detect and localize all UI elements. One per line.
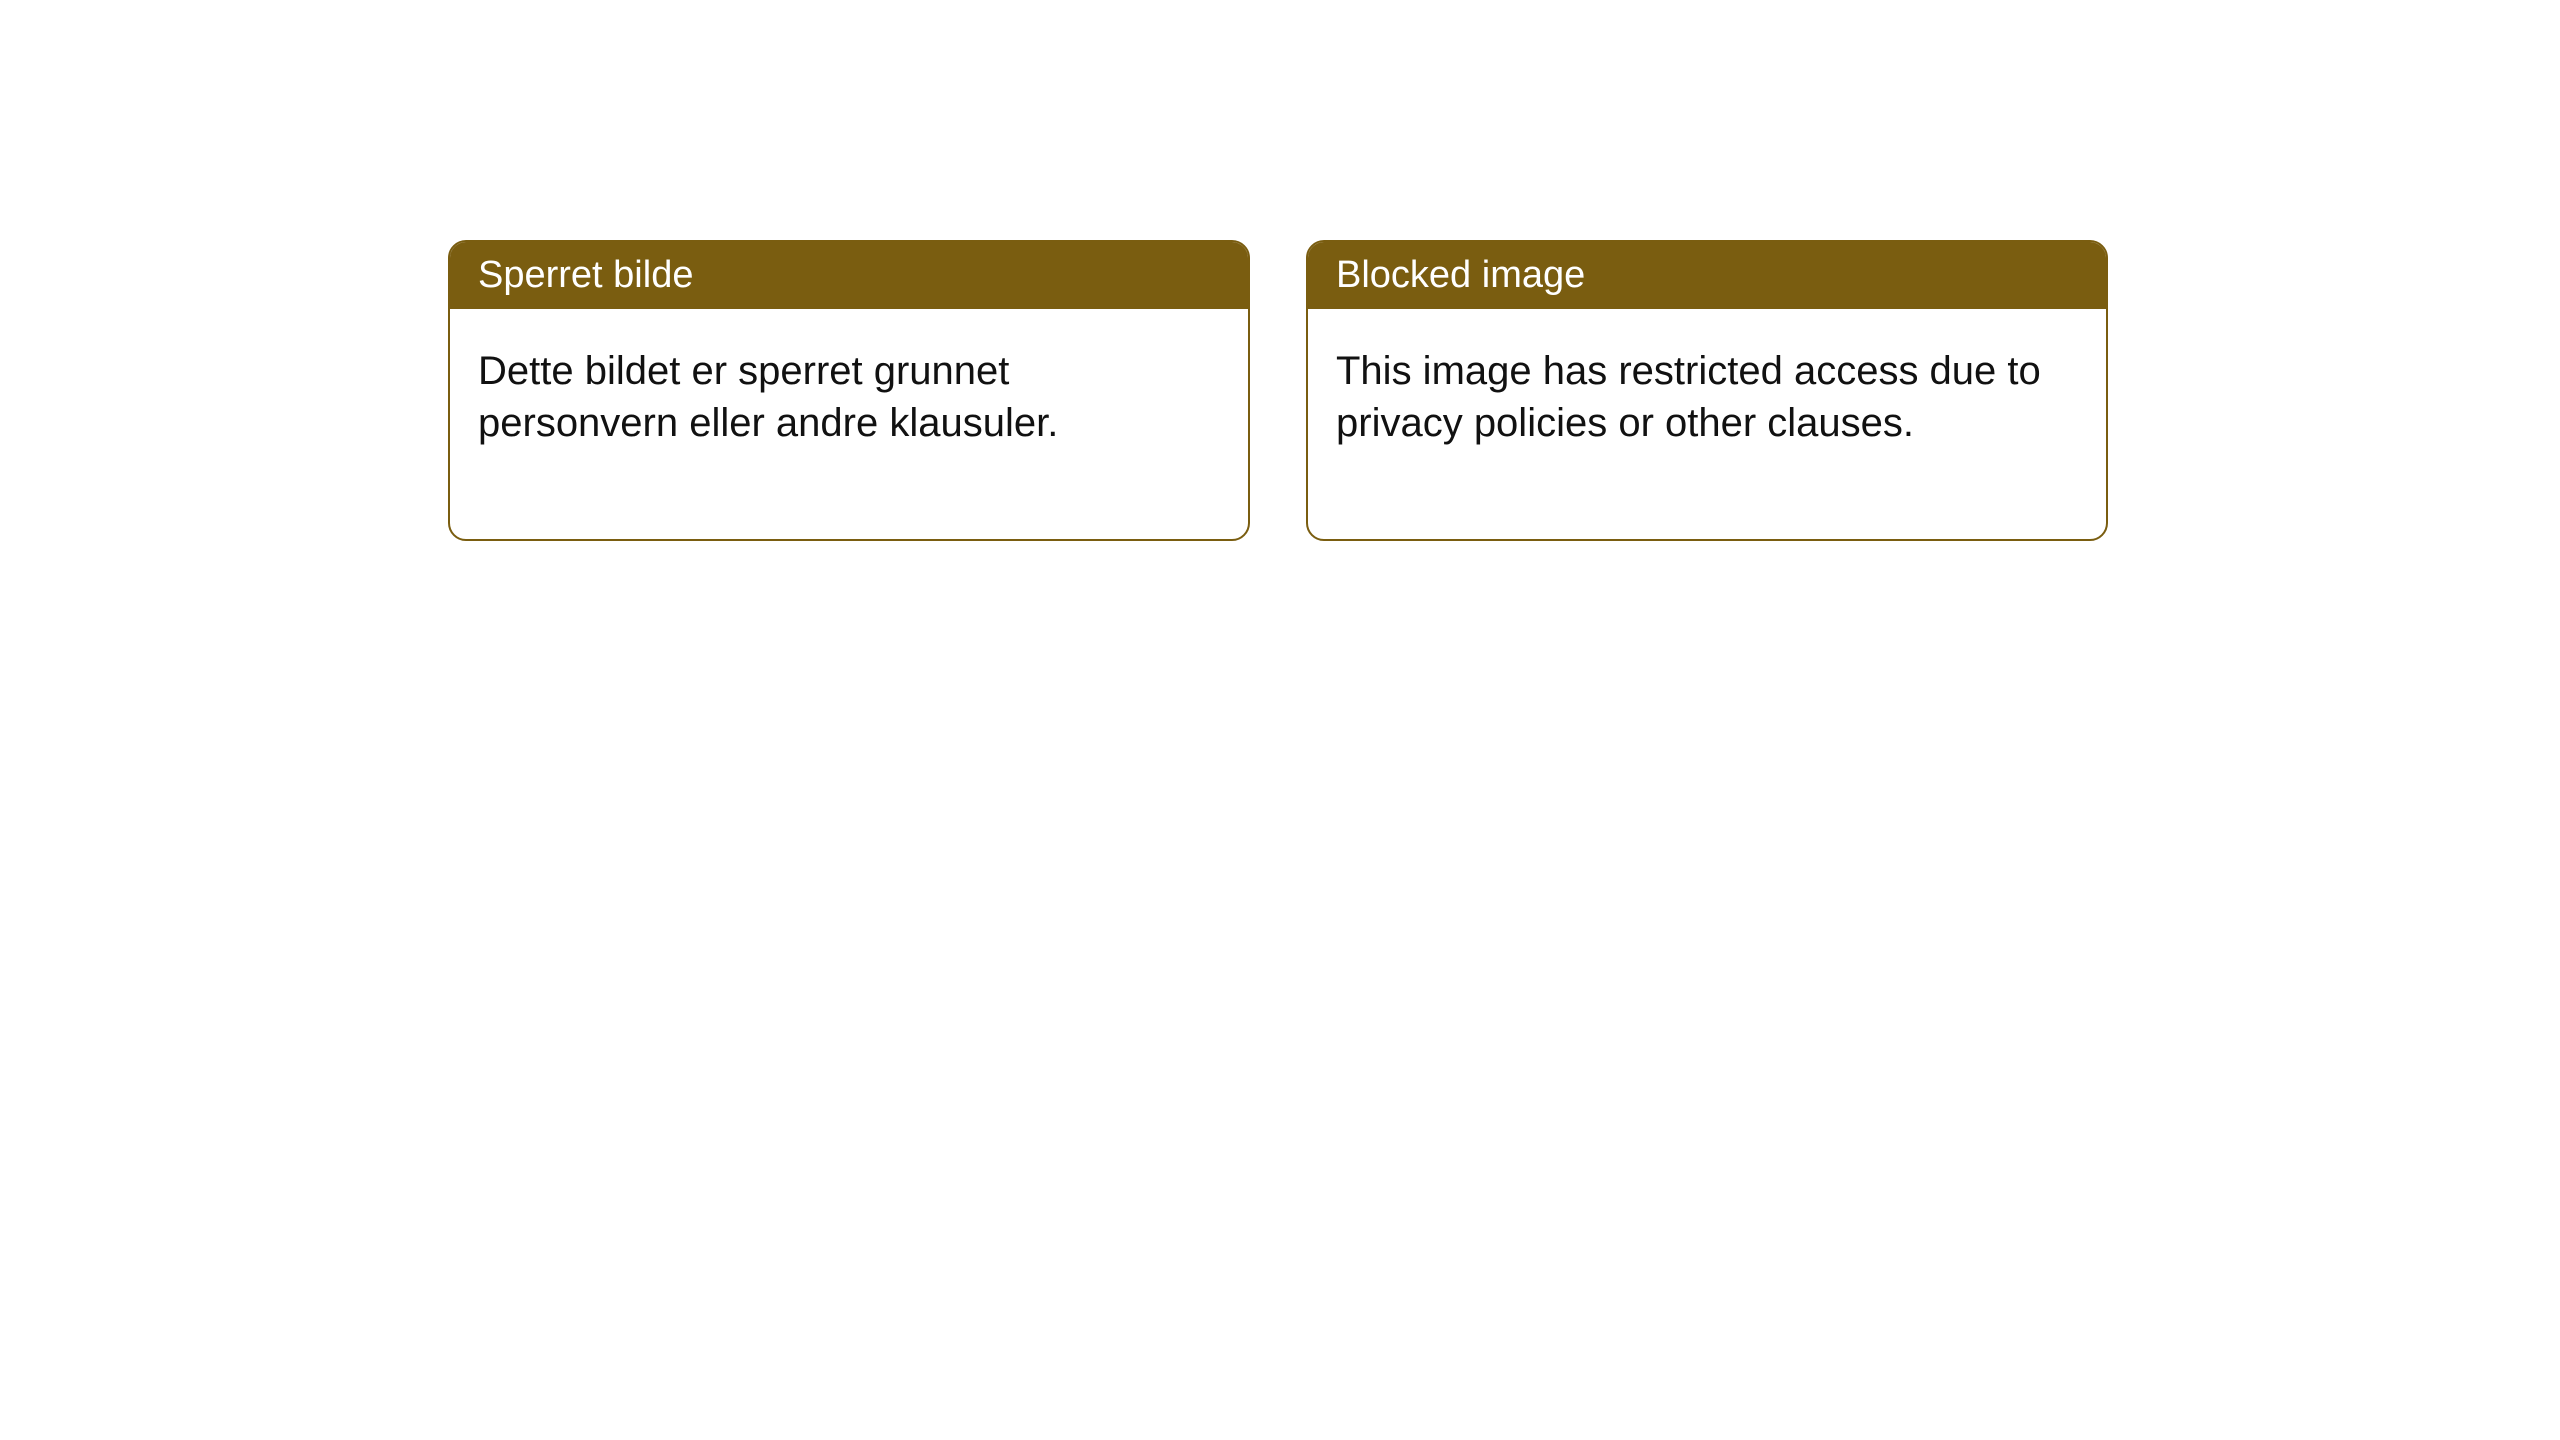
notice-box-en: Blocked image This image has restricted … <box>1306 240 2108 541</box>
notice-body-en: This image has restricted access due to … <box>1308 309 2106 539</box>
notice-title-no: Sperret bilde <box>450 242 1248 309</box>
notice-title-en: Blocked image <box>1308 242 2106 309</box>
notice-body-no: Dette bildet er sperret grunnet personve… <box>450 309 1248 539</box>
notice-container: Sperret bilde Dette bildet er sperret gr… <box>0 0 2560 541</box>
notice-box-no: Sperret bilde Dette bildet er sperret gr… <box>448 240 1250 541</box>
